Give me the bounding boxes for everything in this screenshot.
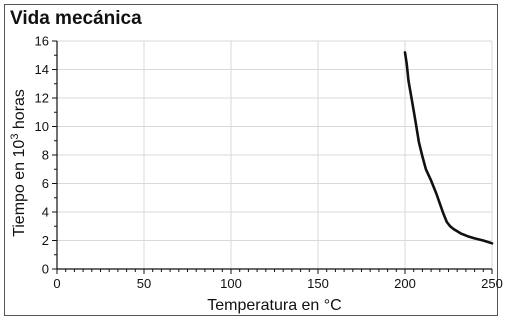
series-group — [405, 52, 492, 243]
x-tick-label: 0 — [53, 276, 60, 291]
x-tick-label: 150 — [307, 276, 329, 291]
series-line — [405, 52, 492, 243]
y-axis-label-rest: horas — [11, 89, 28, 133]
y-tick-label: 8 — [42, 148, 49, 163]
x-tick-label: 50 — [137, 276, 151, 291]
y-axis-label: Tiempo en 103 horas — [9, 89, 28, 237]
y-axis-label-base: Tiempo en 10 — [11, 140, 28, 237]
y-tick-label: 14 — [35, 62, 49, 77]
y-tick-label: 2 — [42, 233, 49, 248]
y-tick-label: 4 — [42, 205, 49, 220]
y-tick-label: 10 — [35, 119, 49, 134]
x-tick-label: 200 — [394, 276, 416, 291]
x-tick-label: 250 — [481, 276, 503, 291]
grid-lines — [57, 41, 492, 269]
y-tick-label: 0 — [42, 262, 49, 277]
y-tick-label: 6 — [42, 176, 49, 191]
ticks: 0 50 100 150 200 250 0 2 4 6 8 10 12 14 16 — [35, 34, 503, 292]
x-tick-label: 100 — [220, 276, 242, 291]
x-axis-label: Temperatura en °C — [207, 297, 341, 314]
y-tick-label: 16 — [35, 34, 49, 49]
y-tick-label: 12 — [35, 91, 49, 106]
